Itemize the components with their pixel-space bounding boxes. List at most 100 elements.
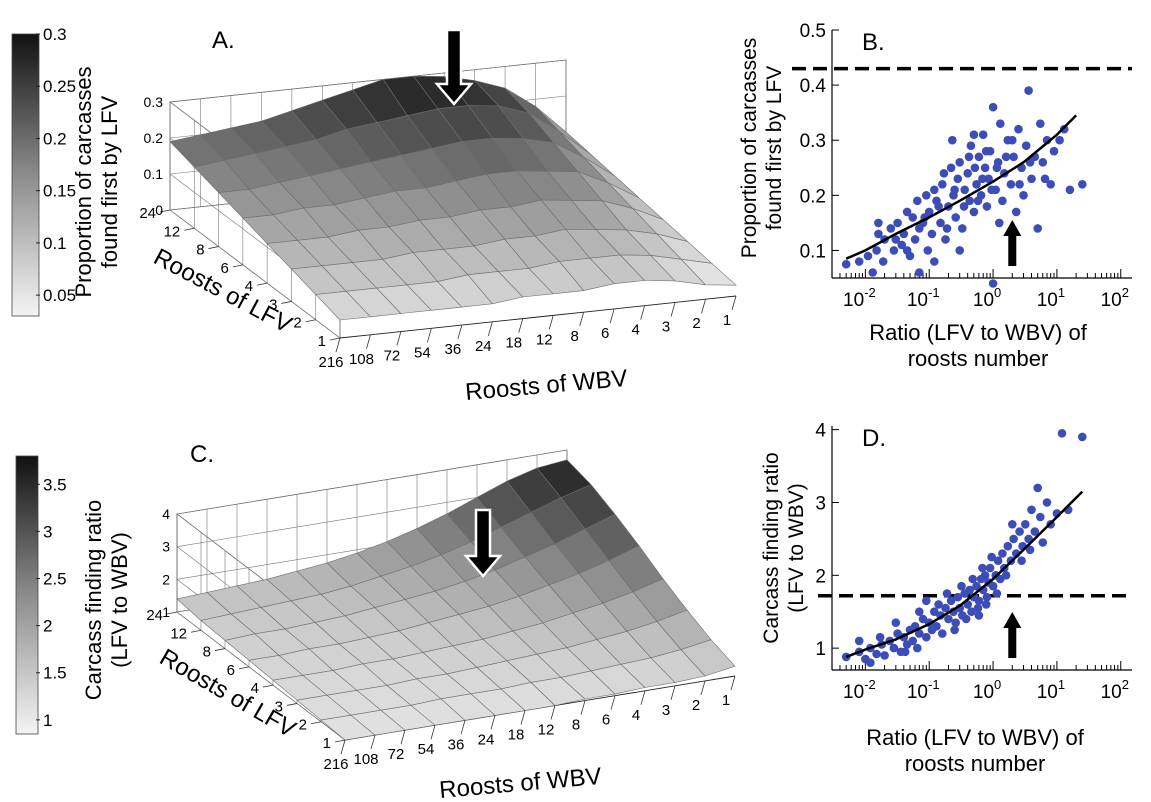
y-tick xyxy=(208,246,219,249)
data-point xyxy=(915,629,924,638)
data-point xyxy=(1057,429,1067,438)
data-point xyxy=(1021,520,1030,529)
grid-line xyxy=(169,59,567,103)
x-tick xyxy=(366,334,371,349)
data-point xyxy=(902,207,912,217)
x-tick-label: 54 xyxy=(414,344,431,361)
data-point xyxy=(1014,124,1023,134)
z-tick-label: 4 xyxy=(162,506,170,522)
data-point xyxy=(897,240,906,250)
data-point xyxy=(963,169,972,178)
data-point xyxy=(978,174,987,184)
data-point xyxy=(1038,538,1048,547)
data-point xyxy=(874,218,883,228)
x-tick xyxy=(730,675,736,691)
data-point xyxy=(950,185,959,195)
arrow-down-icon xyxy=(434,28,474,106)
data-point xyxy=(934,202,943,211)
data-point xyxy=(893,218,902,228)
panel-c: C. 1 1.5 2 2.5 3 3.5 Carcass finding ratio(LF… xyxy=(15,441,736,802)
data-point xyxy=(872,246,881,255)
colorbar-tick-label: 0.05 xyxy=(43,286,76,305)
z-tick-label: 1 xyxy=(162,604,170,620)
fit-line xyxy=(845,114,1077,260)
x-tick-label: 72 xyxy=(388,746,405,763)
y-tick-label: 12 xyxy=(164,223,181,240)
z-tick-label: 0 xyxy=(155,202,163,218)
data-point xyxy=(1001,571,1011,580)
data-point xyxy=(964,152,974,162)
y-tick-label: 3 xyxy=(269,296,277,313)
x-tick-label: 10-1 xyxy=(907,677,940,703)
data-point xyxy=(915,224,924,233)
data-point xyxy=(946,163,956,173)
data-point xyxy=(938,629,947,638)
x-tick xyxy=(701,299,706,314)
arrow-down-icon xyxy=(463,508,503,578)
data-point xyxy=(1036,119,1045,128)
data-point xyxy=(880,651,889,660)
x-tick xyxy=(548,315,554,330)
base-axis xyxy=(614,305,645,310)
y-tick xyxy=(257,282,268,286)
x-tick-label: 10-2 xyxy=(843,677,876,703)
colorbar-a xyxy=(11,33,40,317)
colorbar-tick-label: 2 xyxy=(43,617,52,636)
z-tick-label: 0.3 xyxy=(144,94,164,110)
data-point xyxy=(868,268,877,277)
base-axis xyxy=(370,331,401,336)
data-point xyxy=(1015,180,1024,189)
data-point xyxy=(866,658,875,667)
data-point xyxy=(973,196,983,206)
data-point xyxy=(1009,534,1018,544)
x-tick-exponent: 1 xyxy=(1058,677,1065,692)
surface-c xyxy=(176,459,736,741)
x-tick xyxy=(487,321,493,336)
data-point xyxy=(982,592,992,602)
x-tick-label: 2 xyxy=(692,315,700,332)
data-point xyxy=(930,185,939,195)
y-tick-label: 24 xyxy=(146,607,163,624)
data-point xyxy=(955,158,964,167)
arrow-up-icon xyxy=(1003,220,1022,266)
z-tick-label: 0.2 xyxy=(144,130,164,146)
x-tick-label: 54 xyxy=(418,741,435,758)
z-tick-label: 0.1 xyxy=(144,166,164,182)
colorbar-tick-label: 3 xyxy=(43,522,52,541)
y-tick xyxy=(334,739,346,743)
data-point xyxy=(886,224,896,233)
data-point xyxy=(922,191,931,200)
base-axis xyxy=(431,324,462,329)
x-tick-label: 8 xyxy=(571,328,579,345)
x-tick-label: 216 xyxy=(318,354,343,371)
data-point xyxy=(987,552,996,562)
data-point xyxy=(953,174,963,184)
x-tick xyxy=(610,695,616,710)
x-tick-label: 100 xyxy=(973,285,1001,311)
data-point xyxy=(932,622,941,631)
y-tick-label: 0.2 xyxy=(800,186,826,207)
x-tick xyxy=(490,715,496,730)
x-tick xyxy=(670,685,676,700)
x-tick-exponent: -2 xyxy=(864,285,876,300)
base-axis xyxy=(339,334,371,339)
colorbar-tick-label: 0.2 xyxy=(43,129,67,148)
ylabel-a: Roosts of LFV xyxy=(149,243,296,338)
data-point xyxy=(1033,224,1042,233)
x-tick xyxy=(518,318,524,333)
xlabel-a: Roosts of WBV xyxy=(464,365,628,406)
data-point xyxy=(1036,512,1045,522)
data-point xyxy=(968,574,977,584)
x-tick-label: 101 xyxy=(1037,285,1065,311)
base-axis xyxy=(522,314,554,320)
points-b xyxy=(841,86,1087,288)
data-point xyxy=(942,224,952,233)
colorbar-tick-label: 1.5 xyxy=(43,664,67,683)
data-point xyxy=(1030,527,1040,536)
data-point xyxy=(910,235,920,244)
data-point xyxy=(891,235,901,244)
y-tick-label: 8 xyxy=(203,644,211,661)
